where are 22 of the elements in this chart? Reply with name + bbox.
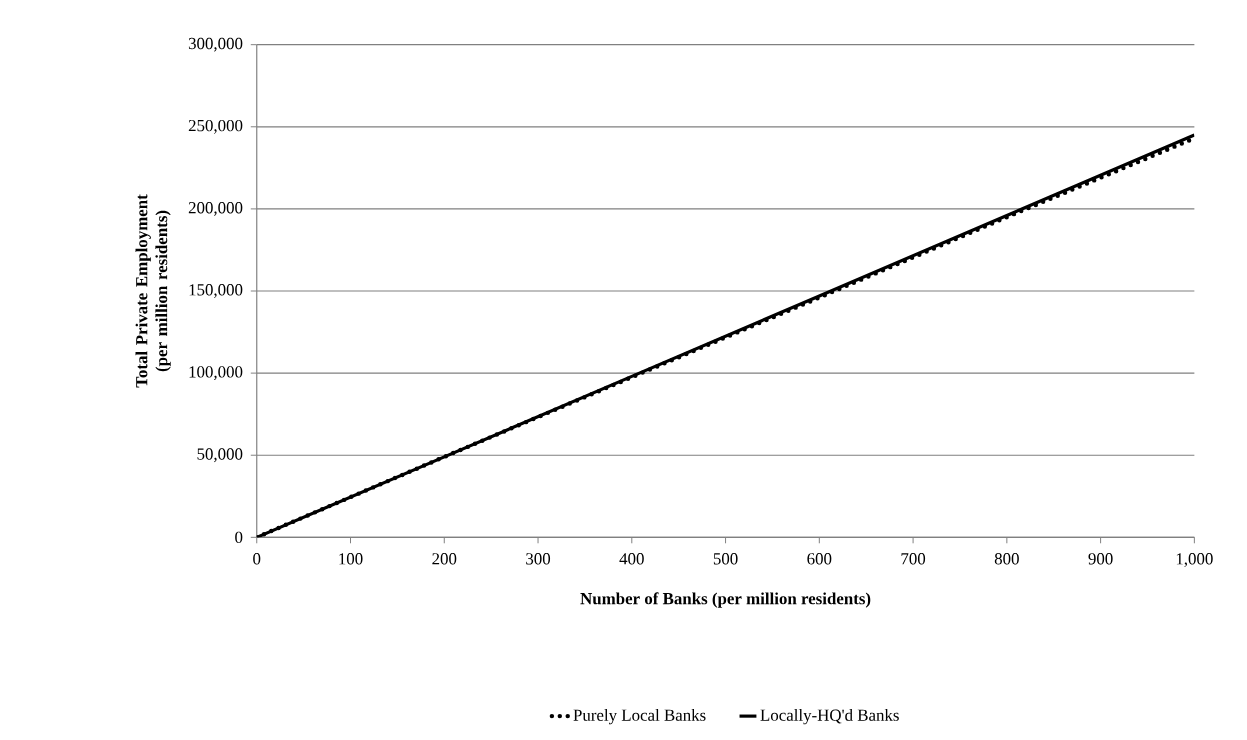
x-tick-label: 700 [901,553,926,565]
y-tick-label: 150,000 [189,284,243,298]
x-tick-label: 300 [526,553,551,565]
y-tick-label: 0 [235,531,243,544]
y-tick-label: 200,000 [188,202,243,216]
x-tick-label: 200 [432,553,457,565]
x-axis-title: Number of Banks (per million residents) [580,592,871,608]
x-tick-label: 0 [253,553,261,565]
y-tick-label: 250,000 [188,119,243,134]
x-tick-label: 400 [619,553,644,565]
x-tick-label: 100 [339,553,363,565]
x-tick-label: 800 [994,553,1019,565]
y-tick-label: 300,000 [188,37,243,52]
legend-label: Purely Local Banks [573,709,706,725]
legend-label: Locally-HQ'd Banks [760,709,899,725]
x-tick-label: 500 [713,553,738,565]
y-tick-label: 50,000 [197,448,243,463]
x-tick-label: 1,000 [1176,553,1213,567]
x-tick-label: 900 [1088,553,1113,565]
x-tick-label: 600 [807,553,832,565]
y-axis-title: Total Private Employment (per million residents) [135,194,171,388]
y-tick-label: 100,000 [189,366,243,381]
